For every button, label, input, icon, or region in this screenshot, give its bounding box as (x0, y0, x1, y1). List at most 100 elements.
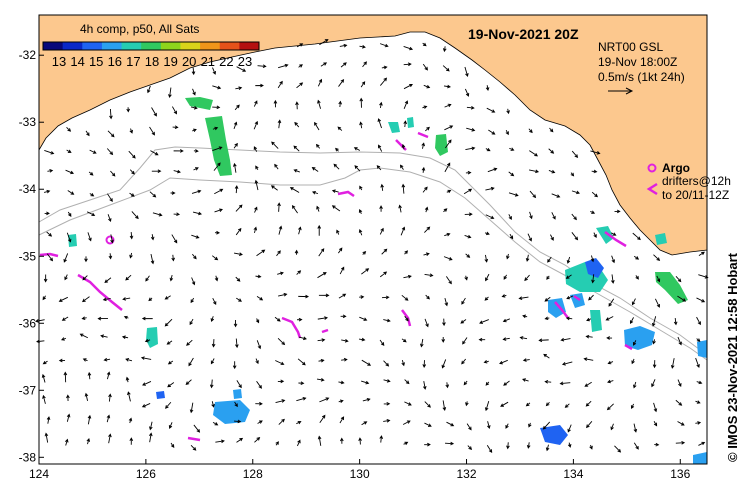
current-vector (466, 105, 475, 110)
current-vector (566, 295, 574, 300)
current-vector (358, 208, 363, 215)
current-vector (698, 251, 705, 256)
shelf-contour-1000m (38, 167, 708, 361)
sst-patch (388, 122, 400, 133)
current-vector (126, 107, 131, 113)
current-vector (483, 359, 489, 364)
current-vector (463, 188, 473, 195)
sst-patch (156, 391, 165, 399)
current-vector (444, 125, 454, 131)
current-vector (256, 340, 262, 350)
drifter-track (321, 328, 329, 334)
current-vector (698, 441, 706, 446)
current-vector (297, 358, 306, 366)
current-vector (102, 297, 111, 302)
current-vector (64, 438, 69, 446)
current-vector (129, 252, 133, 259)
current-vector (317, 272, 327, 279)
current-vector (106, 371, 111, 380)
current-vector (508, 192, 519, 197)
current-vector (464, 66, 469, 77)
colorbar-label: 19 (163, 54, 177, 69)
current-vector (486, 107, 496, 113)
current-vector (462, 337, 468, 345)
current-vector (189, 318, 194, 326)
current-vector (545, 444, 550, 452)
current-vector (256, 296, 264, 301)
current-vector (171, 234, 178, 244)
plot-frame (38, 14, 708, 465)
current-vector (131, 211, 139, 220)
current-vector (464, 275, 468, 281)
current-vector (212, 421, 219, 426)
current-vector (403, 62, 412, 67)
current-vector (314, 121, 320, 131)
current-vector (278, 292, 288, 297)
current-vector (508, 171, 515, 177)
current-vector (485, 381, 490, 386)
current-vector (212, 297, 217, 306)
current-vector (89, 193, 95, 197)
current-vector (401, 338, 407, 343)
drifter-track (624, 343, 633, 351)
current-vector (485, 273, 490, 282)
current-vector (424, 422, 432, 427)
current-vector (166, 340, 173, 345)
current-vector (319, 39, 329, 46)
x-tick-label: 128 (243, 467, 263, 481)
sst-patch (548, 298, 566, 318)
current-vector (277, 271, 284, 276)
current-vector (236, 437, 244, 443)
current-vector (235, 227, 242, 236)
current-vector (67, 211, 72, 217)
current-vector (82, 358, 88, 362)
current-vector (443, 208, 448, 213)
current-vector (296, 420, 302, 425)
current-vector (298, 381, 305, 386)
current-vector (488, 129, 496, 135)
current-vector (297, 317, 303, 322)
current-vector (212, 85, 222, 90)
current-vector (362, 397, 371, 402)
current-vector (235, 204, 243, 212)
current-vector (169, 274, 174, 282)
current-vector (591, 191, 598, 198)
current-vector (64, 274, 68, 281)
current-vector (338, 399, 344, 404)
current-vector (524, 274, 530, 282)
current-vector (354, 165, 361, 172)
current-vector (212, 105, 221, 110)
colorbar-label: 20 (182, 54, 196, 69)
current-vector (338, 100, 342, 108)
current-vector (565, 274, 572, 279)
current-vector (528, 169, 540, 174)
colorbar-segment (160, 42, 181, 50)
current-vector (383, 379, 391, 383)
colorbar-segment (141, 42, 162, 50)
current-vector (214, 208, 223, 213)
sst-patch (233, 389, 242, 399)
current-vector (234, 401, 238, 408)
sst-patch (590, 310, 602, 332)
current-vector (546, 275, 550, 280)
current-vector (236, 380, 242, 389)
current-vector (379, 227, 384, 235)
current-vector (298, 336, 307, 341)
current-vector (633, 442, 639, 450)
current-vector (506, 442, 510, 450)
current-vector (696, 316, 701, 326)
current-vector (170, 191, 176, 195)
current-vector (441, 337, 446, 343)
current-vector (567, 424, 572, 433)
current-vector (508, 214, 512, 221)
current-vector (191, 189, 202, 194)
current-vector (171, 254, 175, 262)
current-vector (209, 379, 214, 389)
current-vector (656, 275, 661, 283)
current-vector (633, 423, 638, 433)
current-vector (214, 188, 224, 195)
current-vector (340, 62, 347, 68)
current-vector (341, 338, 349, 343)
current-vector (149, 191, 157, 198)
current-vector (379, 43, 389, 48)
